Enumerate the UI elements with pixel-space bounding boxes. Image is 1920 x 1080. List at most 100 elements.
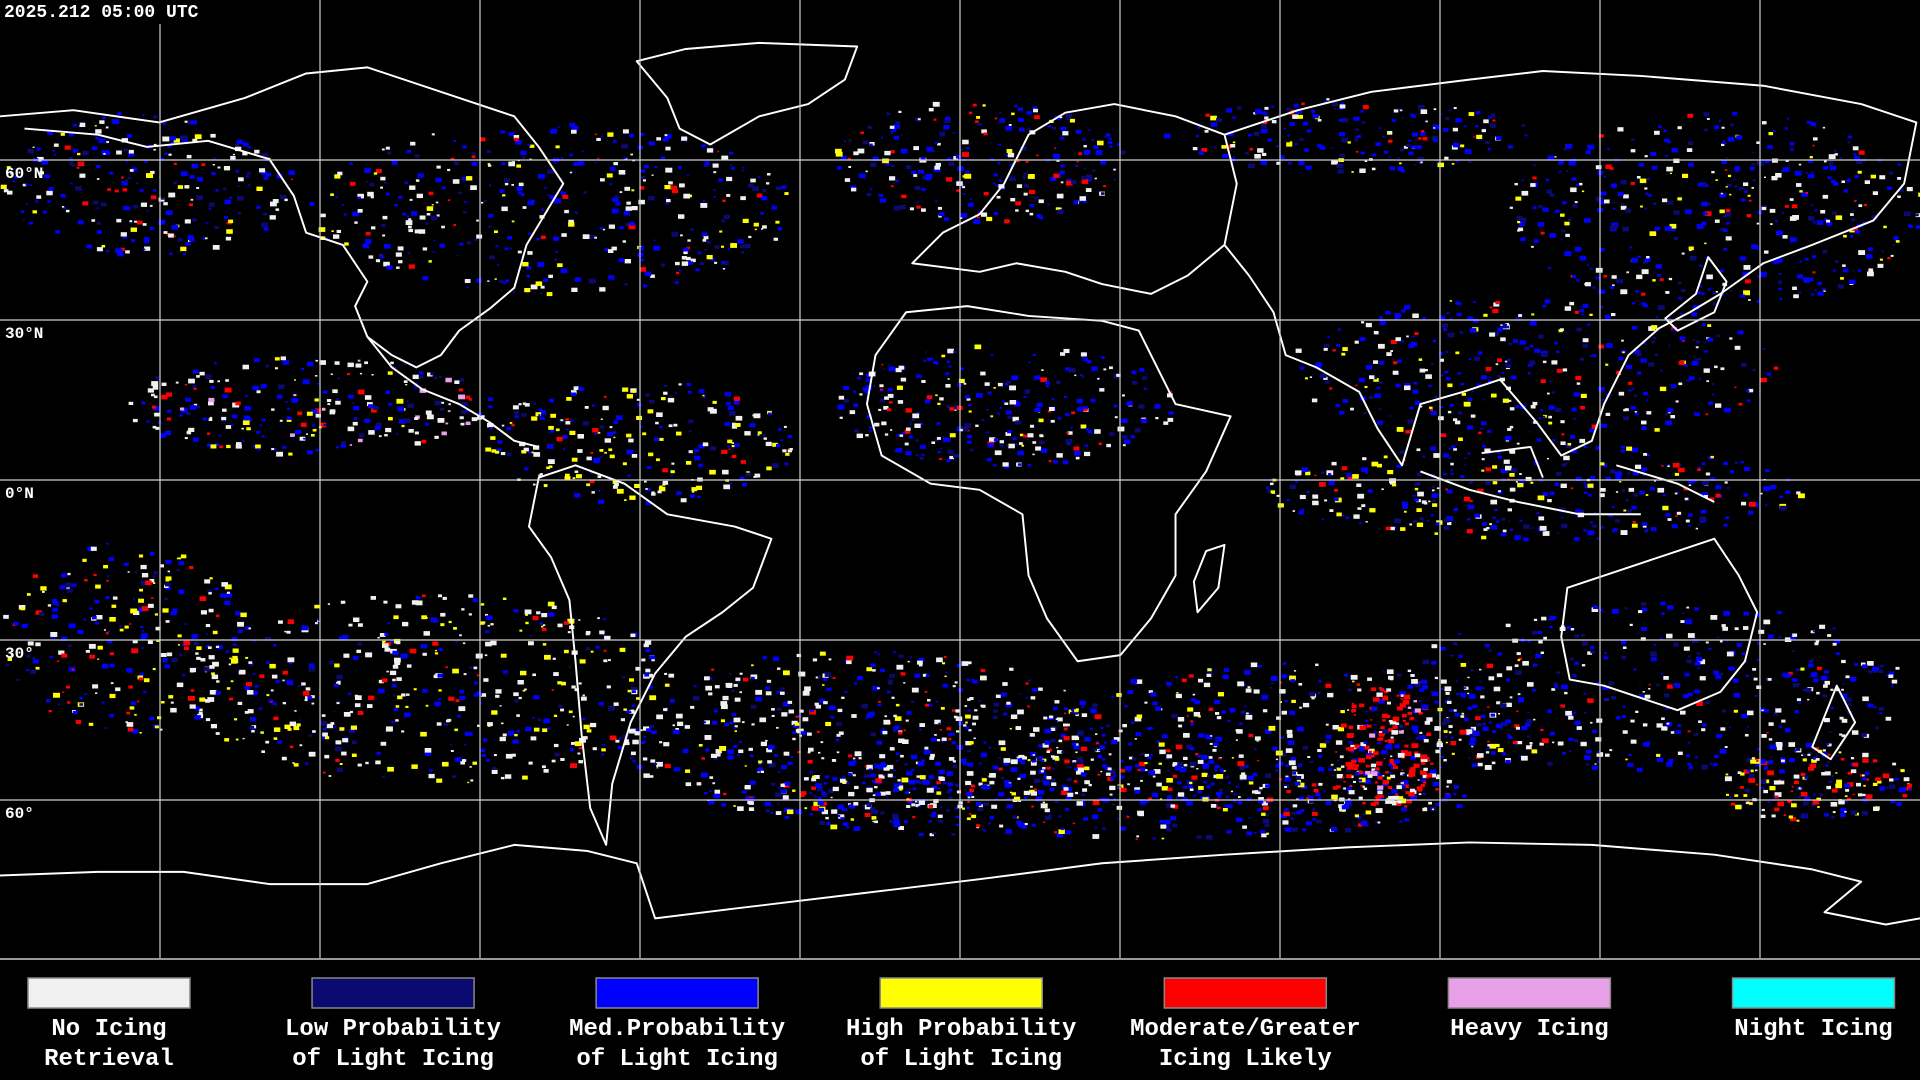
icing-speck	[1175, 744, 1183, 750]
icing-speck	[597, 157, 600, 160]
icing-speck	[50, 632, 58, 637]
icing-speck	[929, 756, 935, 760]
icing-speck	[1386, 352, 1392, 356]
icing-speck	[1049, 407, 1055, 411]
icing-speck	[1029, 424, 1035, 428]
icing-speck	[391, 683, 397, 688]
icing-speck	[814, 702, 819, 706]
icing-speck	[471, 155, 476, 159]
icing-speck	[944, 218, 948, 221]
icing-speck	[288, 170, 295, 176]
icing-speck	[1852, 270, 1855, 272]
icing-speck	[20, 210, 25, 213]
icing-speck	[1399, 162, 1402, 165]
icing-speck	[1361, 504, 1366, 507]
icing-speck	[1403, 145, 1408, 149]
icing-speck	[304, 699, 308, 702]
icing-speck	[905, 451, 912, 456]
icing-speck	[776, 186, 782, 191]
icing-speck	[700, 203, 708, 208]
icing-speck	[1197, 755, 1201, 758]
icing-speck	[1520, 237, 1526, 242]
icing-speck	[1532, 164, 1536, 167]
icing-speck	[1646, 399, 1649, 402]
icing-speck	[920, 157, 926, 161]
icing-speck	[1056, 746, 1059, 749]
icing-speck	[305, 433, 308, 435]
icing-speck	[710, 446, 717, 451]
icing-speck	[120, 232, 127, 237]
icing-speck	[1448, 447, 1451, 450]
icing-speck	[999, 118, 1005, 122]
icing-speck	[777, 427, 782, 431]
icing-speck	[532, 673, 536, 677]
icing-speck	[1390, 350, 1393, 352]
icing-speck	[660, 156, 666, 160]
icing-speck	[1265, 729, 1272, 734]
icing-speck	[68, 623, 76, 629]
icing-speck	[758, 760, 763, 764]
icing-speck	[1583, 529, 1587, 532]
icing-speck	[708, 799, 715, 805]
icing-speck	[959, 428, 963, 432]
icing-speck	[524, 609, 532, 615]
icing-speck	[1025, 209, 1029, 213]
icing-speck	[1009, 667, 1014, 671]
icing-speck	[40, 586, 47, 591]
icing-speck	[1390, 736, 1394, 739]
icing-speck	[276, 451, 283, 457]
icing-speck	[1475, 125, 1479, 128]
icing-speck	[522, 206, 527, 209]
icing-speck	[1072, 760, 1077, 763]
icing-speck	[819, 651, 826, 656]
icing-speck	[1054, 700, 1060, 704]
icing-speck	[548, 465, 553, 468]
icing-speck	[533, 452, 541, 457]
icing-speck	[1453, 508, 1458, 512]
icing-speck	[209, 142, 212, 144]
icing-speck	[1299, 138, 1304, 141]
icing-speck	[1532, 176, 1537, 180]
icing-speck	[67, 572, 71, 576]
icing-speck	[455, 699, 460, 703]
icing-speck	[1383, 150, 1388, 154]
icing-speck	[1671, 228, 1676, 232]
icing-speck	[131, 167, 138, 172]
icing-speck	[150, 195, 157, 200]
icing-speck	[65, 209, 70, 213]
icing-speck	[1019, 693, 1022, 695]
icing-speck	[1134, 787, 1140, 792]
icing-speck	[807, 751, 811, 754]
icing-speck	[1749, 166, 1755, 171]
icing-speck	[698, 389, 705, 394]
icing-speck	[953, 453, 960, 458]
icing-speck	[1489, 123, 1497, 128]
icing-speck	[1809, 156, 1813, 159]
icing-speck	[1068, 367, 1076, 373]
icing-speck	[1020, 146, 1027, 151]
icing-speck	[1686, 379, 1690, 382]
icing-speck	[916, 201, 919, 204]
icing-speck	[428, 773, 435, 779]
icing-speck	[1294, 143, 1298, 146]
icing-speck	[467, 732, 473, 736]
icing-speck	[351, 753, 357, 757]
icing-speck	[127, 727, 134, 732]
icing-speck	[896, 385, 903, 390]
icing-speck	[178, 561, 184, 566]
icing-speck	[319, 360, 326, 365]
icing-speck	[1060, 733, 1067, 738]
icing-speck	[1244, 151, 1249, 155]
icing-speck	[749, 780, 756, 785]
icing-speck	[1025, 682, 1029, 685]
icing-speck	[993, 438, 998, 442]
icing-speck	[1480, 375, 1487, 380]
icing-speck	[964, 705, 968, 707]
icing-speck	[1038, 744, 1043, 748]
icing-speck	[915, 454, 919, 457]
icing-speck	[196, 177, 203, 182]
icing-speck	[1038, 687, 1043, 691]
icing-speck	[750, 178, 756, 183]
icing-speck	[893, 776, 896, 778]
